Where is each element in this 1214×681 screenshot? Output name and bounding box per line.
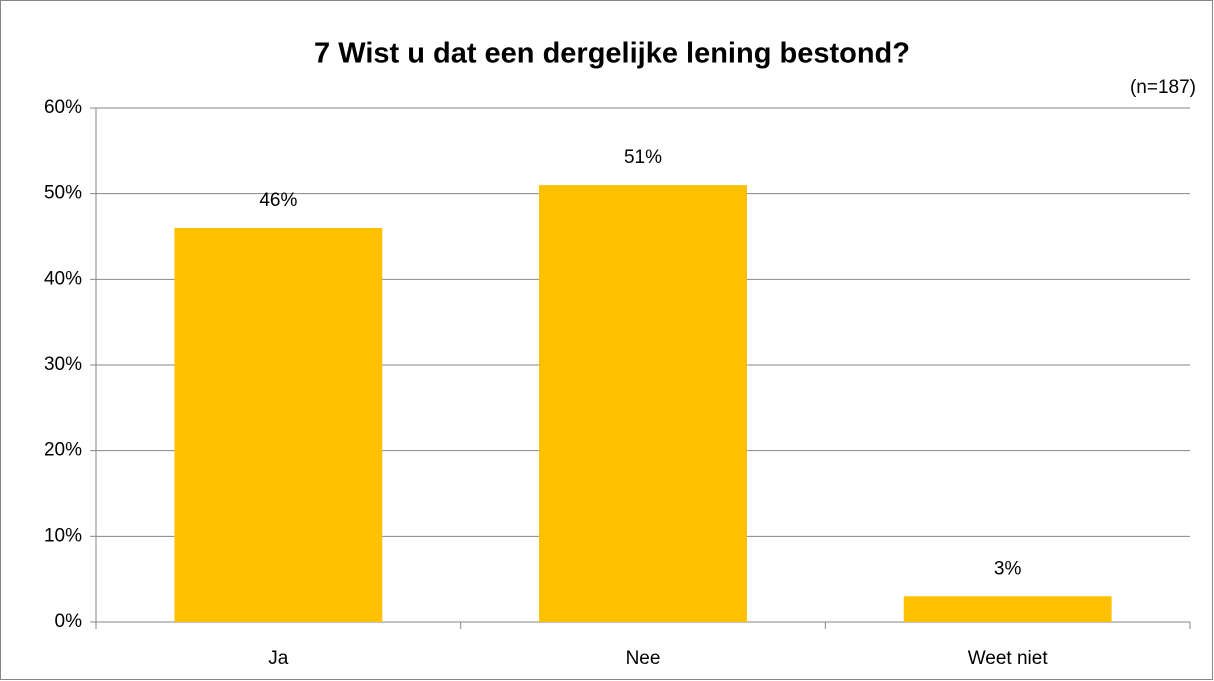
annotation: (n=187) <box>1130 77 1196 98</box>
chart-title: 7 Wist u dat een dergelijke lening besto… <box>314 38 910 70</box>
y-tick-label: 60% <box>44 97 82 118</box>
data-label: 46% <box>259 190 297 211</box>
y-tick-label: 10% <box>44 525 82 546</box>
y-tick-label: 0% <box>55 611 83 632</box>
x-tick-label: Ja <box>268 648 289 669</box>
data-label: 3% <box>994 558 1022 579</box>
y-tick-label: 20% <box>44 440 82 461</box>
bar <box>174 227 383 622</box>
bar <box>903 596 1112 622</box>
x-tick-label: Nee <box>626 648 661 669</box>
y-tick-label: 40% <box>44 268 82 289</box>
bar <box>539 185 747 622</box>
data-label: 51% <box>624 147 662 168</box>
y-tick-label: 50% <box>44 183 82 204</box>
x-tick-label: Weet niet <box>968 648 1049 669</box>
y-tick-label: 30% <box>44 354 82 375</box>
